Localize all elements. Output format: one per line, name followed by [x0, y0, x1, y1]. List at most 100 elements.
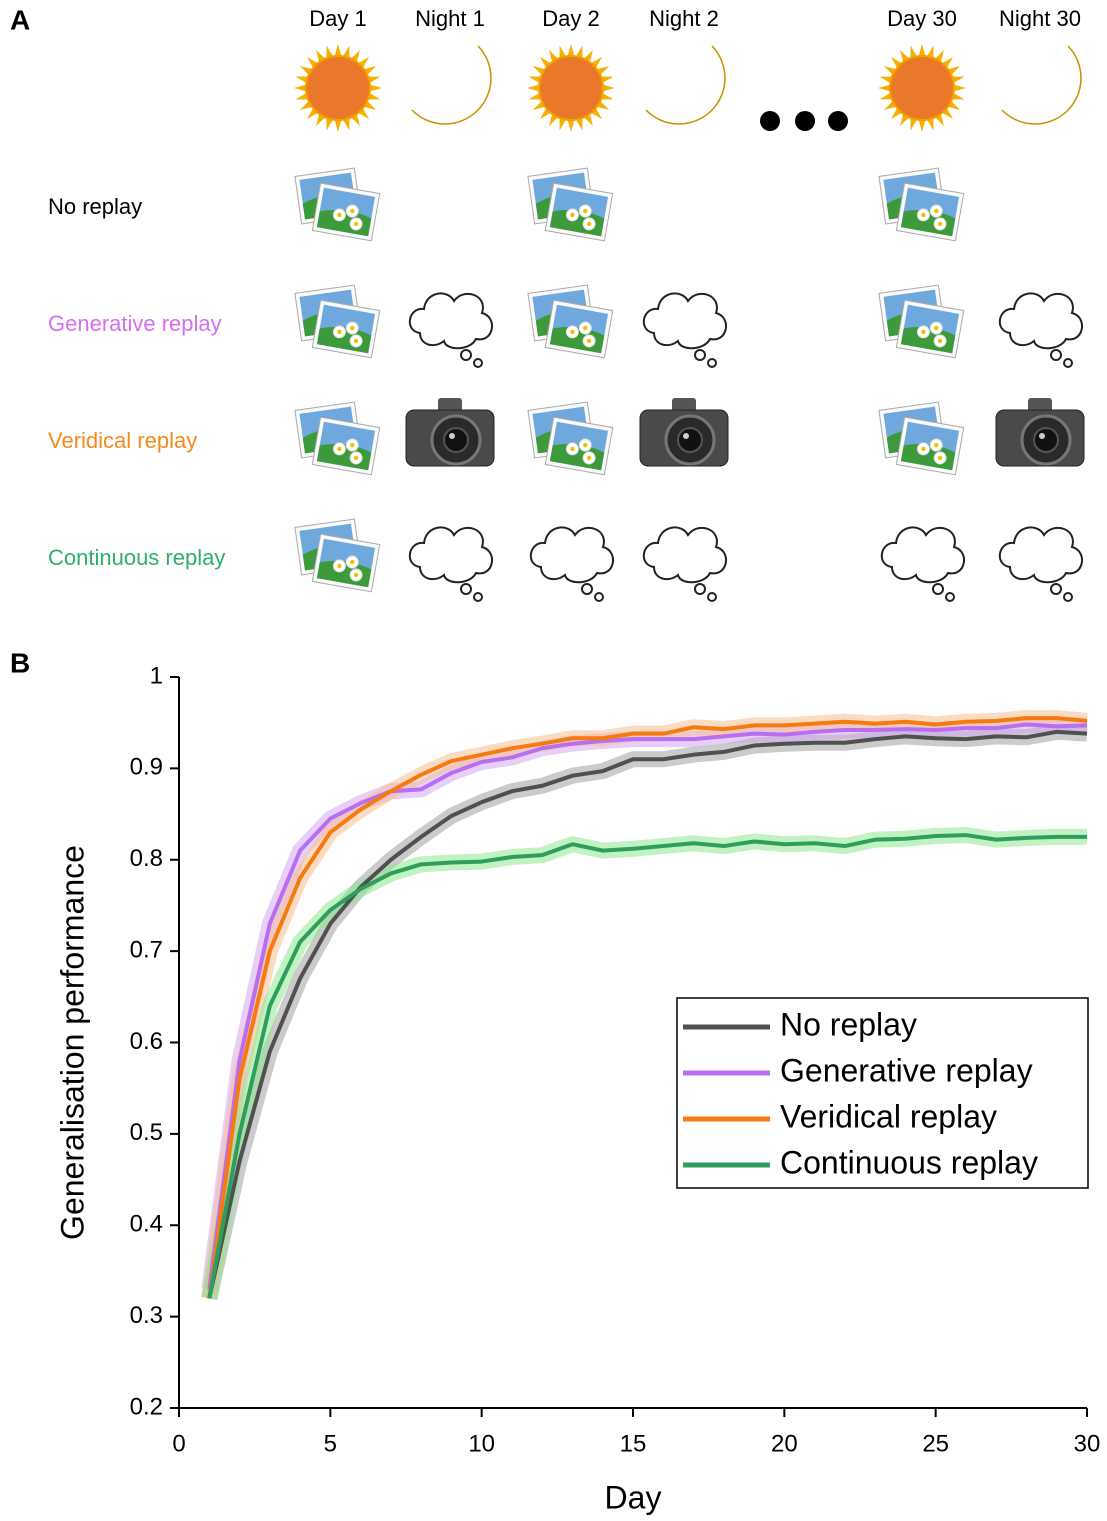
camera-top [672, 398, 696, 412]
bubble [1063, 592, 1073, 602]
daisy-center [337, 563, 342, 569]
bubble [1050, 583, 1062, 595]
sun-disc [538, 55, 604, 121]
daisy-center [586, 338, 592, 344]
sun-icon [878, 44, 966, 132]
photo-icon [527, 167, 614, 242]
column-header: Night 2 [649, 6, 719, 31]
sun-ray [527, 84, 542, 92]
camera-glint [449, 433, 455, 439]
photo [895, 182, 965, 242]
camera-lens-inner [677, 427, 703, 453]
moon-icon [645, 45, 726, 125]
photo-icon [294, 518, 381, 593]
daisy-center [337, 329, 342, 335]
cloud [881, 526, 965, 584]
moon-icon [1001, 45, 1082, 125]
moon-icon [411, 45, 492, 125]
cloud [409, 292, 493, 350]
daisy-center [937, 221, 943, 227]
row-label: Generative replay [48, 311, 222, 336]
daisy-center [337, 446, 342, 452]
photo [895, 416, 965, 476]
sun-disc [305, 55, 371, 121]
sun-ray [567, 44, 575, 59]
bubble [932, 583, 944, 595]
cloud [530, 526, 614, 584]
y-tick-label: 0.6 [130, 1028, 163, 1055]
row-label: No replay [48, 194, 142, 219]
sun-ray [334, 117, 342, 132]
legend-label: No replay [780, 1006, 917, 1042]
x-tick-label: 30 [1074, 1430, 1101, 1457]
daisy-center [353, 455, 359, 461]
thought-cloud-icon [643, 292, 727, 368]
photo-icon [294, 167, 381, 242]
photo [311, 416, 381, 476]
sun-ray [567, 117, 575, 132]
bubble [707, 358, 717, 368]
daisy-center [921, 329, 926, 335]
camera-lens-inner [443, 427, 469, 453]
y-axis-label: Generalisation performance [54, 845, 90, 1240]
photo-icon [294, 284, 381, 359]
bubble [473, 592, 483, 602]
moon [645, 45, 726, 125]
legend-box [676, 997, 1089, 1189]
camera-glint [683, 433, 689, 439]
bubble [594, 592, 604, 602]
daisy-center [586, 455, 592, 461]
daisy-center [934, 208, 939, 214]
bubble [1063, 358, 1073, 368]
legend-label: Generative replay [780, 1052, 1033, 1088]
photo [311, 182, 381, 242]
camera-glint [1039, 433, 1045, 439]
daisy-center [583, 325, 588, 331]
sun-ray [334, 44, 342, 59]
row-label: Continuous replay [48, 545, 225, 570]
photo-icon [878, 401, 965, 476]
photo-icon [878, 167, 965, 242]
photo-icon [527, 284, 614, 359]
moon [1001, 45, 1082, 125]
bubble [945, 592, 955, 602]
sun-icon [294, 44, 382, 132]
column-header: Day 1 [309, 6, 366, 31]
legend-label: Veridical replay [780, 1098, 997, 1134]
camera-icon [639, 398, 729, 467]
x-tick-label: 10 [468, 1430, 495, 1457]
series-line [207, 722, 1088, 1290]
daisy-center [337, 212, 342, 218]
column-header: Night 30 [999, 6, 1081, 31]
x-tick-label: 15 [620, 1430, 647, 1457]
photo [311, 299, 381, 359]
sun-icon [527, 44, 615, 132]
camera-top [438, 398, 462, 412]
sun-ray [878, 84, 893, 92]
sun-ray [951, 84, 966, 92]
thought-cloud-icon [999, 526, 1083, 602]
y-tick-label: 0.5 [130, 1119, 163, 1146]
thought-cloud-icon [409, 526, 493, 602]
y-tick-label: 1 [150, 662, 163, 689]
legend-label: Continuous replay [780, 1144, 1038, 1180]
column-header: Night 1 [415, 6, 485, 31]
photo [311, 533, 381, 593]
daisy-center [921, 212, 926, 218]
daisy-center [353, 572, 359, 578]
x-tick-label: 25 [922, 1430, 949, 1457]
bubble [581, 583, 593, 595]
y-tick-label: 0.3 [130, 1302, 163, 1329]
x-axis-label: Day [605, 1479, 662, 1515]
thought-cloud-icon [881, 526, 965, 602]
cloud [643, 292, 727, 350]
daisy-center [350, 325, 355, 331]
daisy-center [353, 338, 359, 344]
daisy-center [350, 559, 355, 565]
thought-cloud-icon [643, 526, 727, 602]
y-tick-label: 0.2 [130, 1393, 163, 1420]
camera-lens-inner [1033, 427, 1059, 453]
photo [544, 182, 614, 242]
series-line [207, 833, 1087, 1299]
daisy-center [350, 442, 355, 448]
